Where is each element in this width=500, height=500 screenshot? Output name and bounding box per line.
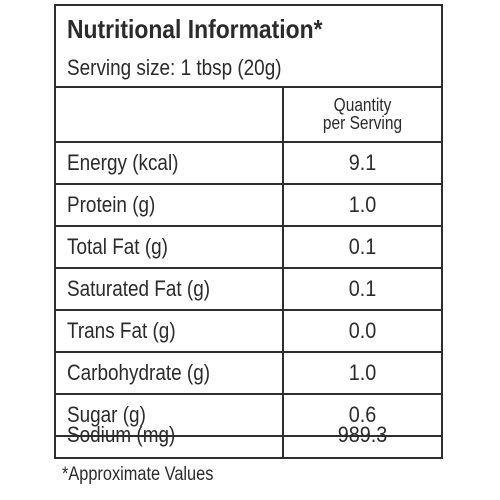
- nutrient-value: 1.0: [348, 360, 377, 385]
- nutrient-label: Trans Fat (g): [67, 318, 176, 343]
- table-header: Nutritional Information* Serving size: 1…: [56, 6, 441, 88]
- table-row-carbohydrate: Carbohydrate (g) 1.0: [56, 353, 441, 395]
- table-title: Nutritional Information*: [67, 14, 323, 44]
- nutrient-value: 0.6: [348, 402, 377, 427]
- quantity-column-header: Quantity per Serving: [295, 96, 430, 132]
- nutrient-value: 9.1: [348, 150, 377, 175]
- nutrient-value: 0.1: [348, 276, 377, 301]
- quantity-column-header-line2: per Serving: [322, 113, 403, 133]
- table-row-total-fat: Total Fat (g) 0.1: [56, 227, 441, 269]
- nutrient-label: Sugar (g): [67, 402, 146, 427]
- nutrient-label: Sodium (mg): [67, 422, 176, 447]
- serving-size: Serving size: 1 tbsp (20g): [67, 55, 282, 80]
- table-row-sodium: Sodium (mg) 989.3: [56, 419, 441, 457]
- table-row-energy: Energy (kcal) 9.1: [56, 143, 441, 185]
- column-header-row: Quantity per Serving: [56, 86, 441, 143]
- table-row-sugar: Sugar (g) 0.6: [56, 395, 441, 437]
- quantity-column-header-line1: Quantity: [333, 95, 392, 115]
- nutrient-value: 989.3: [337, 422, 388, 447]
- nutrient-label: Carbohydrate (g): [67, 360, 211, 385]
- nutrient-value: 0.0: [348, 318, 377, 343]
- table-row-saturated-fat: Saturated Fat (g) 0.1: [56, 269, 441, 311]
- nutrient-label: Protein (g): [67, 192, 156, 217]
- footnote: *Approximate Values: [62, 464, 214, 485]
- nutrient-label: Total Fat (g): [67, 234, 168, 259]
- nutrition-facts-table: Nutritional Information* Serving size: 1…: [54, 4, 443, 459]
- nutrient-label: Saturated Fat (g): [67, 276, 211, 301]
- table-row-protein: Protein (g) 1.0: [56, 185, 441, 227]
- nutrient-value: 0.1: [348, 234, 377, 259]
- nutrient-value: 1.0: [348, 192, 377, 217]
- column-divider: [282, 86, 284, 457]
- table-row-trans-fat: Trans Fat (g) 0.0: [56, 311, 441, 353]
- nutrient-label: Energy (kcal): [67, 150, 179, 175]
